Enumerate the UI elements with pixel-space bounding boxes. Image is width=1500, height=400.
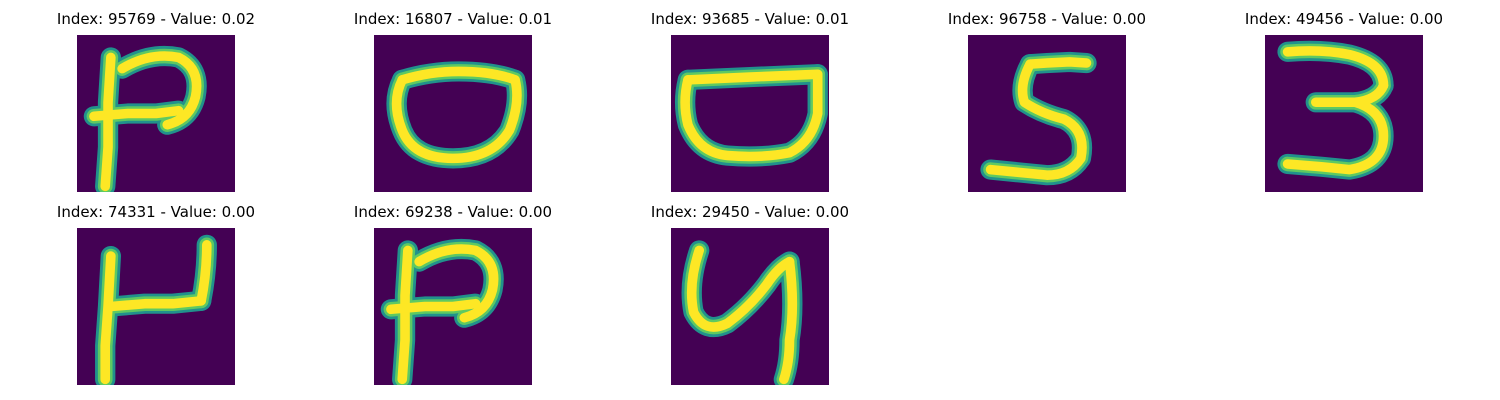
digit-stroke (100, 52, 116, 192)
image-panel: Index: 29450 - Value: 0.00 (602, 203, 898, 395)
panel-title: Index: 69238 - Value: 0.00 (353, 203, 553, 221)
digit-stroke (397, 245, 413, 385)
digit-glyph (968, 35, 1126, 192)
digit-image (1265, 35, 1423, 192)
image-panel: Index: 69238 - Value: 0.00 (305, 203, 601, 395)
digit-glyph (374, 228, 532, 385)
digit-image (374, 228, 532, 385)
digit-stroke (397, 66, 520, 85)
digit-image (77, 35, 235, 192)
digit-stroke (89, 105, 184, 122)
digit-stroke (1282, 46, 1389, 91)
digit-stroke (196, 240, 212, 306)
panel-title: Index: 29450 - Value: 0.00 (650, 203, 850, 221)
digit-stroke (100, 251, 116, 385)
image-panel: Index: 96758 - Value: 0.00 (899, 10, 1195, 202)
panel-title: Index: 16807 - Value: 0.01 (353, 10, 553, 28)
digit-glyph (374, 35, 532, 192)
digit-image (671, 228, 829, 385)
panel-title: Index: 74331 - Value: 0.00 (56, 203, 256, 221)
image-panel: Index: 95769 - Value: 0.02 (8, 10, 304, 202)
digit-stroke (1025, 57, 1092, 69)
digit-stroke (686, 245, 795, 332)
image-panel: Index: 16807 - Value: 0.01 (305, 10, 601, 202)
digit-stroke (106, 296, 206, 312)
digit-image (968, 35, 1126, 192)
panel-title: Index: 96758 - Value: 0.00 (947, 10, 1147, 28)
digit-stroke (1282, 97, 1389, 175)
digit-stroke (414, 244, 499, 323)
image-panel: Index: 93685 - Value: 0.01 (602, 10, 898, 202)
digit-image (77, 228, 235, 385)
digit-glyph (77, 35, 235, 192)
image-panel: Index: 49456 - Value: 0.00 (1196, 10, 1492, 202)
digit-image (671, 35, 829, 192)
image-panel: Index: 74331 - Value: 0.00 (8, 203, 304, 395)
digit-stroke (779, 256, 798, 385)
digit-image (374, 35, 532, 192)
digit-stroke (985, 59, 1087, 180)
digit-stroke (680, 69, 823, 162)
digit-stroke (683, 69, 823, 85)
panel-title: Index: 95769 - Value: 0.02 (56, 10, 256, 28)
digit-stroke (386, 298, 481, 315)
digit-glyph (77, 228, 235, 385)
digit-glyph (671, 35, 829, 192)
digit-glyph (1265, 35, 1423, 192)
digit-glyph (671, 228, 829, 385)
digit-stroke (391, 75, 522, 164)
panel-title: Index: 49456 - Value: 0.00 (1244, 10, 1444, 28)
panel-title: Index: 93685 - Value: 0.01 (650, 10, 850, 28)
digit-stroke (117, 51, 202, 130)
